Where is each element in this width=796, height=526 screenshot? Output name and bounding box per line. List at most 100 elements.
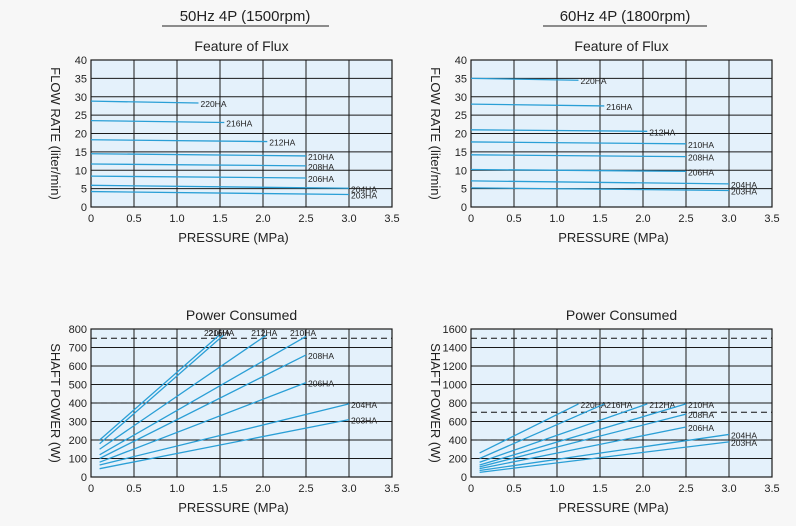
series-label: 212HA — [269, 138, 295, 148]
y-tick-label: 20 — [455, 129, 467, 141]
series-line-203HA — [99, 419, 350, 470]
series-label: 210HA — [290, 328, 316, 338]
y-tick-label: 1600 — [443, 324, 467, 336]
y-tick-label: 400 — [449, 435, 467, 447]
x-tick-label: 0 — [88, 483, 94, 495]
series-line-212HA — [90, 139, 268, 143]
y-tick-label: 800 — [69, 324, 87, 336]
series-label: 204HA — [351, 400, 377, 410]
series-line-204HA — [479, 433, 730, 472]
chart-title: Feature of Flux — [194, 38, 288, 54]
series-line-204HA — [99, 403, 350, 466]
plot-border — [470, 328, 773, 478]
series-label: 206HA — [688, 423, 714, 433]
series-label: 216HA — [208, 328, 234, 338]
x-tick-label: 0.5 — [506, 483, 521, 495]
x-tick-label: 3.5 — [764, 483, 779, 495]
x-tick-label: 0.5 — [126, 213, 141, 225]
y-tick-label: 800 — [449, 398, 467, 410]
series-label: 208HA — [308, 162, 334, 172]
y-axis-label: SHAFT POWER (W) — [428, 343, 443, 463]
y-tick-label: 35 — [75, 73, 87, 85]
series-label: 208HA — [688, 153, 714, 163]
y-tick-label: 30 — [455, 92, 467, 104]
series-label: 203HA — [731, 186, 757, 196]
series-label: 210HA — [688, 400, 714, 410]
heading-50hz: 50Hz 4P (1500rpm) — [180, 8, 311, 25]
chart-title: Power Consumed — [186, 307, 297, 323]
y-tick-label: 5 — [461, 184, 467, 196]
y-tick-label: 15 — [75, 147, 87, 159]
chart-title: Power Consumed — [566, 307, 677, 323]
series-line-216HA — [470, 103, 605, 107]
x-tick-label: 2.0 — [635, 213, 650, 225]
series-line-208HA — [479, 413, 687, 468]
y-axis-label: FLOW RATE (liter/min) — [48, 67, 63, 200]
series-label: 212HA — [251, 328, 277, 338]
series-line-212HA — [479, 403, 648, 463]
y-tick-label: 1000 — [443, 380, 467, 392]
series-line-216HA — [479, 403, 605, 460]
series-line-204HA — [470, 180, 730, 185]
series-label: 204HA — [351, 184, 377, 194]
heading-60hz: 60Hz 4P (1800rpm) — [560, 8, 691, 25]
series-label: 220HA — [204, 328, 230, 338]
y-axis-label: SHAFT POWER (W) — [48, 343, 63, 463]
x-tick-label: 1.0 — [169, 213, 184, 225]
series-line-220HA — [479, 403, 579, 454]
series-line-206HA — [470, 168, 687, 173]
y-tick-label: 600 — [69, 361, 87, 373]
series-line-210HA — [470, 141, 687, 145]
y-tick-label: 400 — [69, 398, 87, 410]
series-label: 206HA — [688, 167, 714, 177]
series-line-203HA — [90, 190, 350, 196]
series-label: 212HA — [649, 400, 675, 410]
y-tick-label: 1200 — [443, 361, 467, 373]
series-line-206HA — [90, 175, 307, 179]
series-label: 203HA — [351, 416, 377, 426]
series-label: 220HA — [201, 99, 227, 109]
x-axis-label: PRESSURE (MPa) — [558, 230, 669, 245]
y-axis-label: FLOW RATE (liter/min) — [428, 67, 443, 200]
x-tick-label: 3.5 — [764, 213, 779, 225]
x-tick-label: 0 — [468, 213, 474, 225]
y-tick-label: 200 — [449, 454, 467, 466]
series-label: 203HA — [351, 191, 377, 201]
series-line-204HA — [90, 184, 350, 189]
x-tick-label: 2.0 — [635, 483, 650, 495]
x-tick-label: 2.5 — [678, 483, 693, 495]
x-tick-label: 0 — [88, 213, 94, 225]
series-line-216HA — [99, 334, 225, 445]
series-label: 210HA — [688, 140, 714, 150]
y-tick-label: 25 — [75, 110, 87, 122]
y-tick-label: 5 — [81, 184, 87, 196]
x-tick-label: 3.5 — [384, 483, 399, 495]
x-tick-label: 3.0 — [721, 483, 736, 495]
y-tick-label: 10 — [455, 165, 467, 177]
chart-title: Feature of Flux — [574, 38, 668, 54]
series-line-203HA — [470, 187, 730, 192]
series-label: 216HA — [606, 102, 632, 112]
series-label: 203HA — [731, 438, 757, 448]
series-label: 220HA — [581, 400, 607, 410]
x-axis-label: PRESSURE (MPa) — [558, 500, 669, 515]
y-tick-label: 15 — [455, 147, 467, 159]
series-label: 206HA — [308, 174, 334, 184]
y-tick-label: 200 — [69, 435, 87, 447]
series-line-210HA — [90, 153, 307, 157]
series-line-212HA — [99, 334, 268, 450]
series-label: 216HA — [606, 400, 632, 410]
series-line-210HA — [479, 403, 687, 466]
y-tick-label: 40 — [455, 55, 467, 67]
series-line-216HA — [90, 119, 225, 124]
y-tick-label: 500 — [69, 380, 87, 392]
series-line-206HA — [479, 426, 687, 470]
y-tick-label: 0 — [81, 202, 87, 214]
x-tick-label: 1.5 — [212, 483, 227, 495]
x-tick-label: 1.5 — [212, 213, 227, 225]
x-tick-label: 2.5 — [298, 483, 313, 495]
y-tick-label: 30 — [75, 92, 87, 104]
